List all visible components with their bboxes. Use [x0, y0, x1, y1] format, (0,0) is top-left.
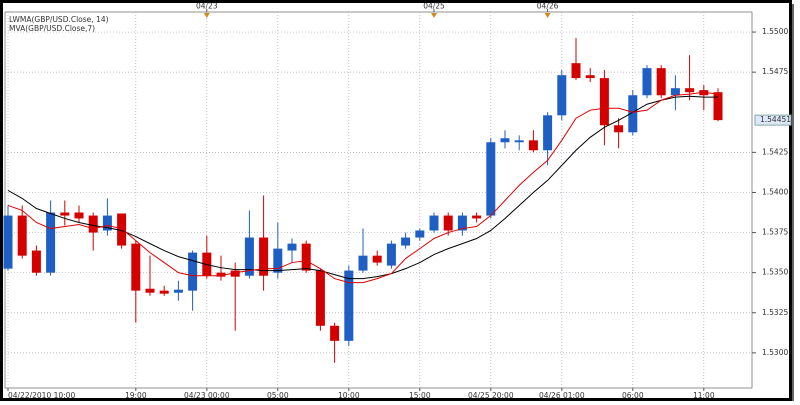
top-marker	[203, 13, 210, 18]
y-tick-label: 1.5500	[762, 27, 788, 36]
candle-body	[656, 68, 666, 96]
top-marker	[431, 13, 437, 18]
candle-body	[145, 288, 155, 293]
y-tick-label: 1.5425	[762, 147, 788, 156]
x-tick-label: 10:00	[338, 391, 360, 400]
candle-body	[429, 215, 439, 231]
candle-body	[358, 255, 368, 271]
candle-body	[599, 78, 609, 126]
x-tick-label: 11:00	[693, 391, 715, 400]
candle-body	[386, 243, 396, 266]
candle-body	[88, 215, 98, 233]
candle-body	[230, 270, 240, 277]
candle-body	[315, 270, 325, 326]
x-tick-label: 04/26 01:00	[539, 391, 585, 400]
candle-body	[31, 250, 41, 273]
x-tick-label: 04/22/2010 10:00	[8, 391, 75, 400]
candle-body	[472, 215, 482, 219]
candle-body	[17, 215, 27, 256]
candle-body	[642, 68, 652, 96]
candle-body	[344, 270, 354, 341]
candle-body	[614, 125, 624, 133]
legend-entry: MVA(GBP/USD.Close,7)	[9, 24, 95, 33]
candle-body	[571, 63, 581, 79]
candle-body	[117, 213, 127, 246]
candle-body	[443, 215, 453, 231]
y-tick-label: 1.5325	[762, 308, 788, 317]
candle-body	[216, 272, 226, 277]
candle-body	[188, 252, 198, 291]
ma-line	[7, 91, 719, 284]
top-label: 04/23	[196, 2, 218, 11]
last-price-label: 1.54451	[760, 115, 791, 124]
candle-body	[301, 243, 311, 271]
top-label: 04/26	[537, 2, 559, 11]
top-marker	[544, 13, 551, 18]
y-tick-label: 1.5375	[762, 228, 788, 237]
candle-body	[401, 237, 411, 246]
candle-body	[273, 248, 283, 273]
candle-body	[585, 75, 595, 79]
candle-body	[102, 215, 112, 231]
candle-body	[330, 325, 340, 341]
candle-body	[372, 255, 382, 263]
candle-body	[259, 237, 269, 276]
x-tick-label: 04/23 00:00	[184, 391, 230, 400]
candle-body	[514, 140, 524, 143]
candle-body	[131, 243, 141, 291]
candle-body	[60, 212, 70, 216]
candle-body	[74, 212, 84, 219]
candle-body	[528, 140, 538, 151]
x-tick-label: 06:00	[622, 391, 644, 400]
candle-body	[500, 138, 510, 143]
y-tick-label: 1.5300	[762, 348, 788, 357]
candle-body	[543, 115, 553, 151]
legend-entry: LWMA(GBP/USD.Close, 14)	[9, 15, 109, 24]
y-tick-label: 1.5350	[762, 268, 788, 277]
candle-body	[713, 92, 723, 121]
candle-body	[415, 230, 425, 238]
candle-body	[287, 243, 297, 251]
candle-body	[685, 88, 695, 93]
y-tick-label: 1.5400	[762, 187, 788, 196]
candle-body	[46, 212, 56, 273]
last-price-tag	[754, 114, 792, 126]
x-tick-label: 19:00	[125, 391, 147, 400]
candle-body	[457, 215, 467, 231]
x-tick-label: 04/25 20:00	[468, 391, 514, 400]
candle-body	[628, 95, 638, 133]
candle-body	[244, 237, 254, 276]
candle-body	[557, 75, 567, 116]
candle-body	[173, 289, 183, 293]
candle-body	[3, 215, 13, 269]
candle-body	[486, 142, 496, 216]
candle-body	[159, 290, 169, 294]
x-tick-label: 15:00	[409, 391, 431, 400]
y-tick-label: 1.5475	[762, 67, 788, 76]
top-label: 04/25	[423, 2, 445, 11]
candle-body	[670, 88, 680, 96]
plot-area	[4, 11, 753, 389]
x-tick-label: 05:00	[267, 391, 289, 400]
